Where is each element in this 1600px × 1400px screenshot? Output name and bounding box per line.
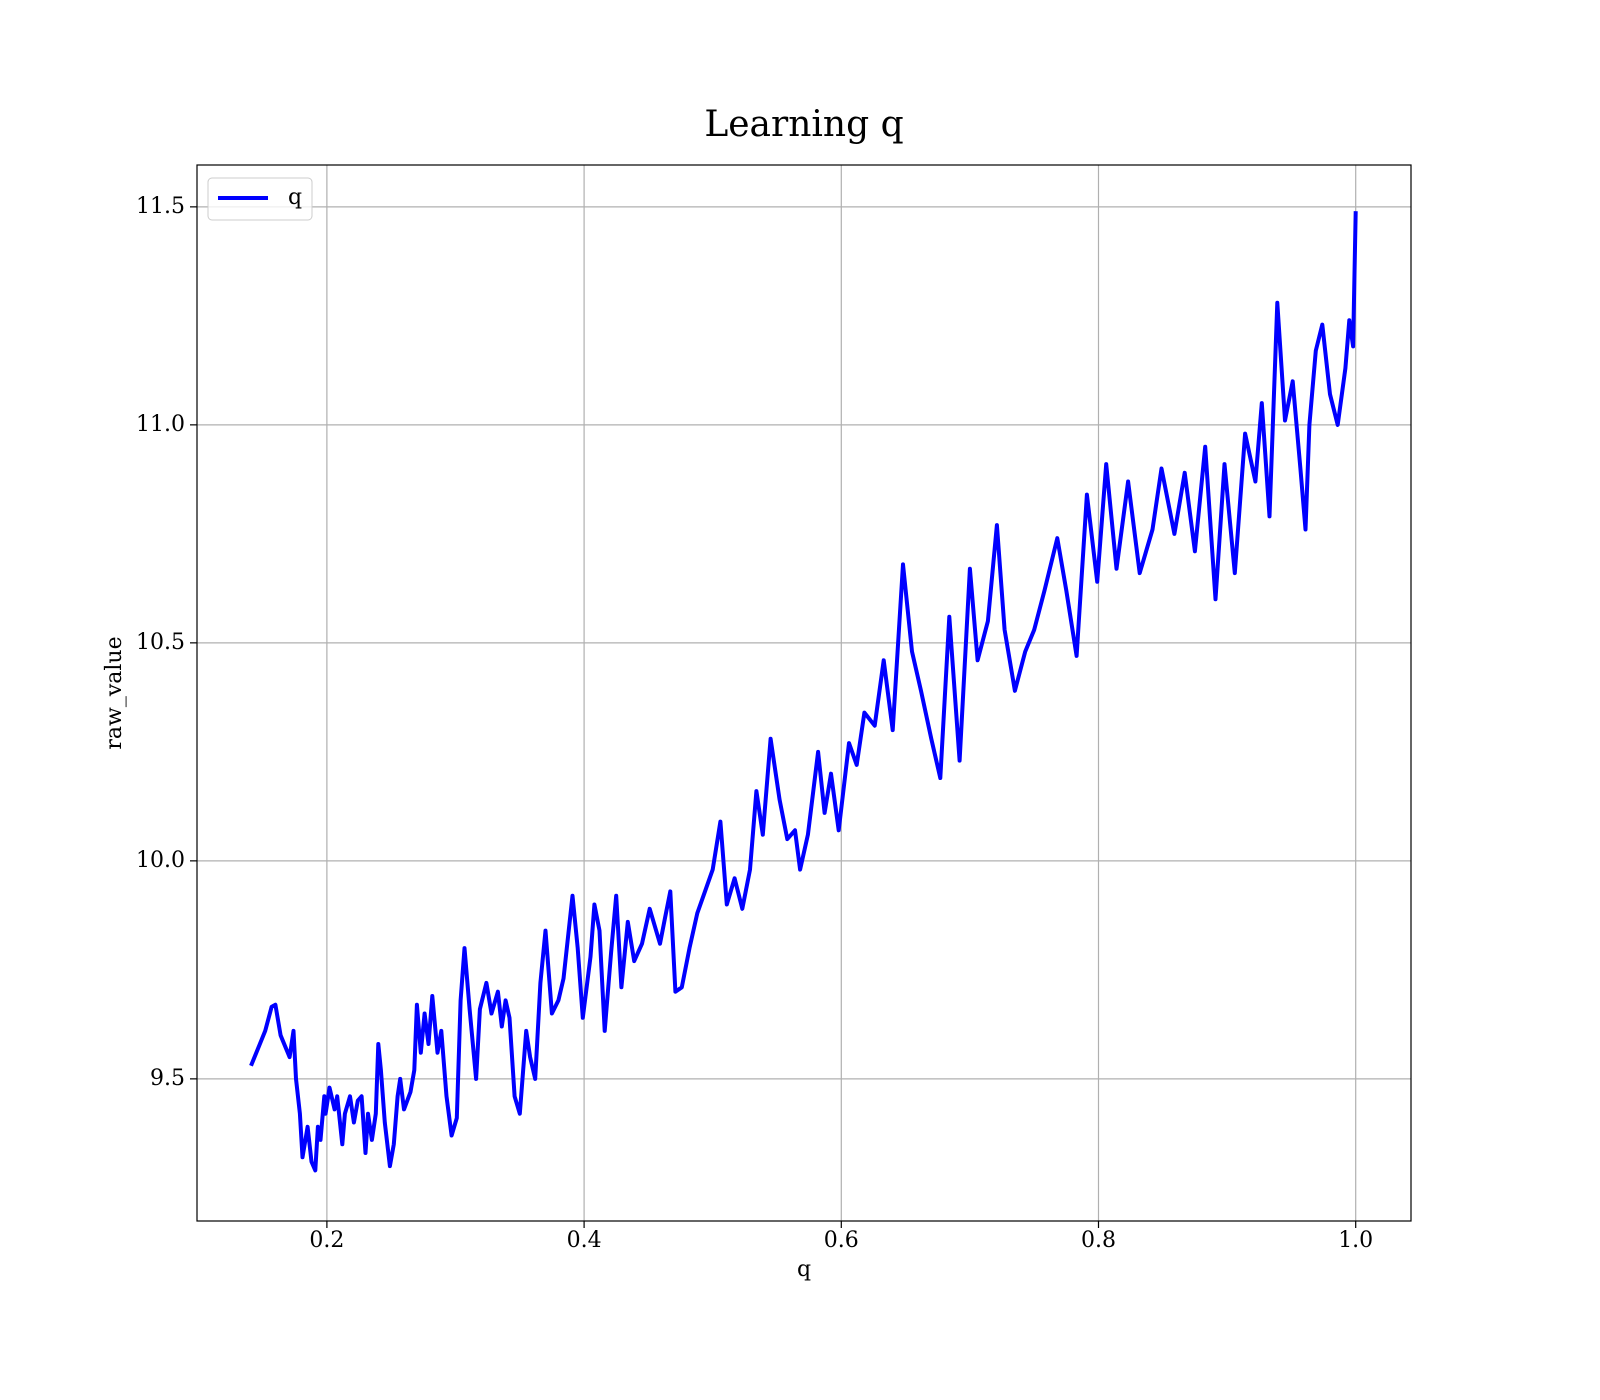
line-series	[249, 211, 1358, 1173]
y-tick-label: 11.0	[136, 412, 185, 437]
x-tick-label: 0.8	[1081, 1228, 1116, 1253]
y-axis-label: raw_value	[102, 636, 127, 749]
chart-title: Learning q	[704, 104, 903, 145]
x-tick-label: 1.0	[1338, 1228, 1373, 1253]
x-axis-label: q	[797, 1257, 811, 1282]
x-tick-label: 0.6	[824, 1228, 859, 1253]
axes-frame	[196, 164, 1412, 1222]
legend-label: q	[288, 185, 302, 210]
y-tick-label: 9.5	[150, 1066, 185, 1091]
x-tick-label: 0.2	[309, 1228, 344, 1253]
y-tick-label: 10.5	[136, 630, 185, 655]
y-tick-label: 11.5	[136, 194, 185, 219]
y-tick-label: 10.0	[136, 848, 185, 873]
x-tick-label: 0.4	[567, 1228, 602, 1253]
